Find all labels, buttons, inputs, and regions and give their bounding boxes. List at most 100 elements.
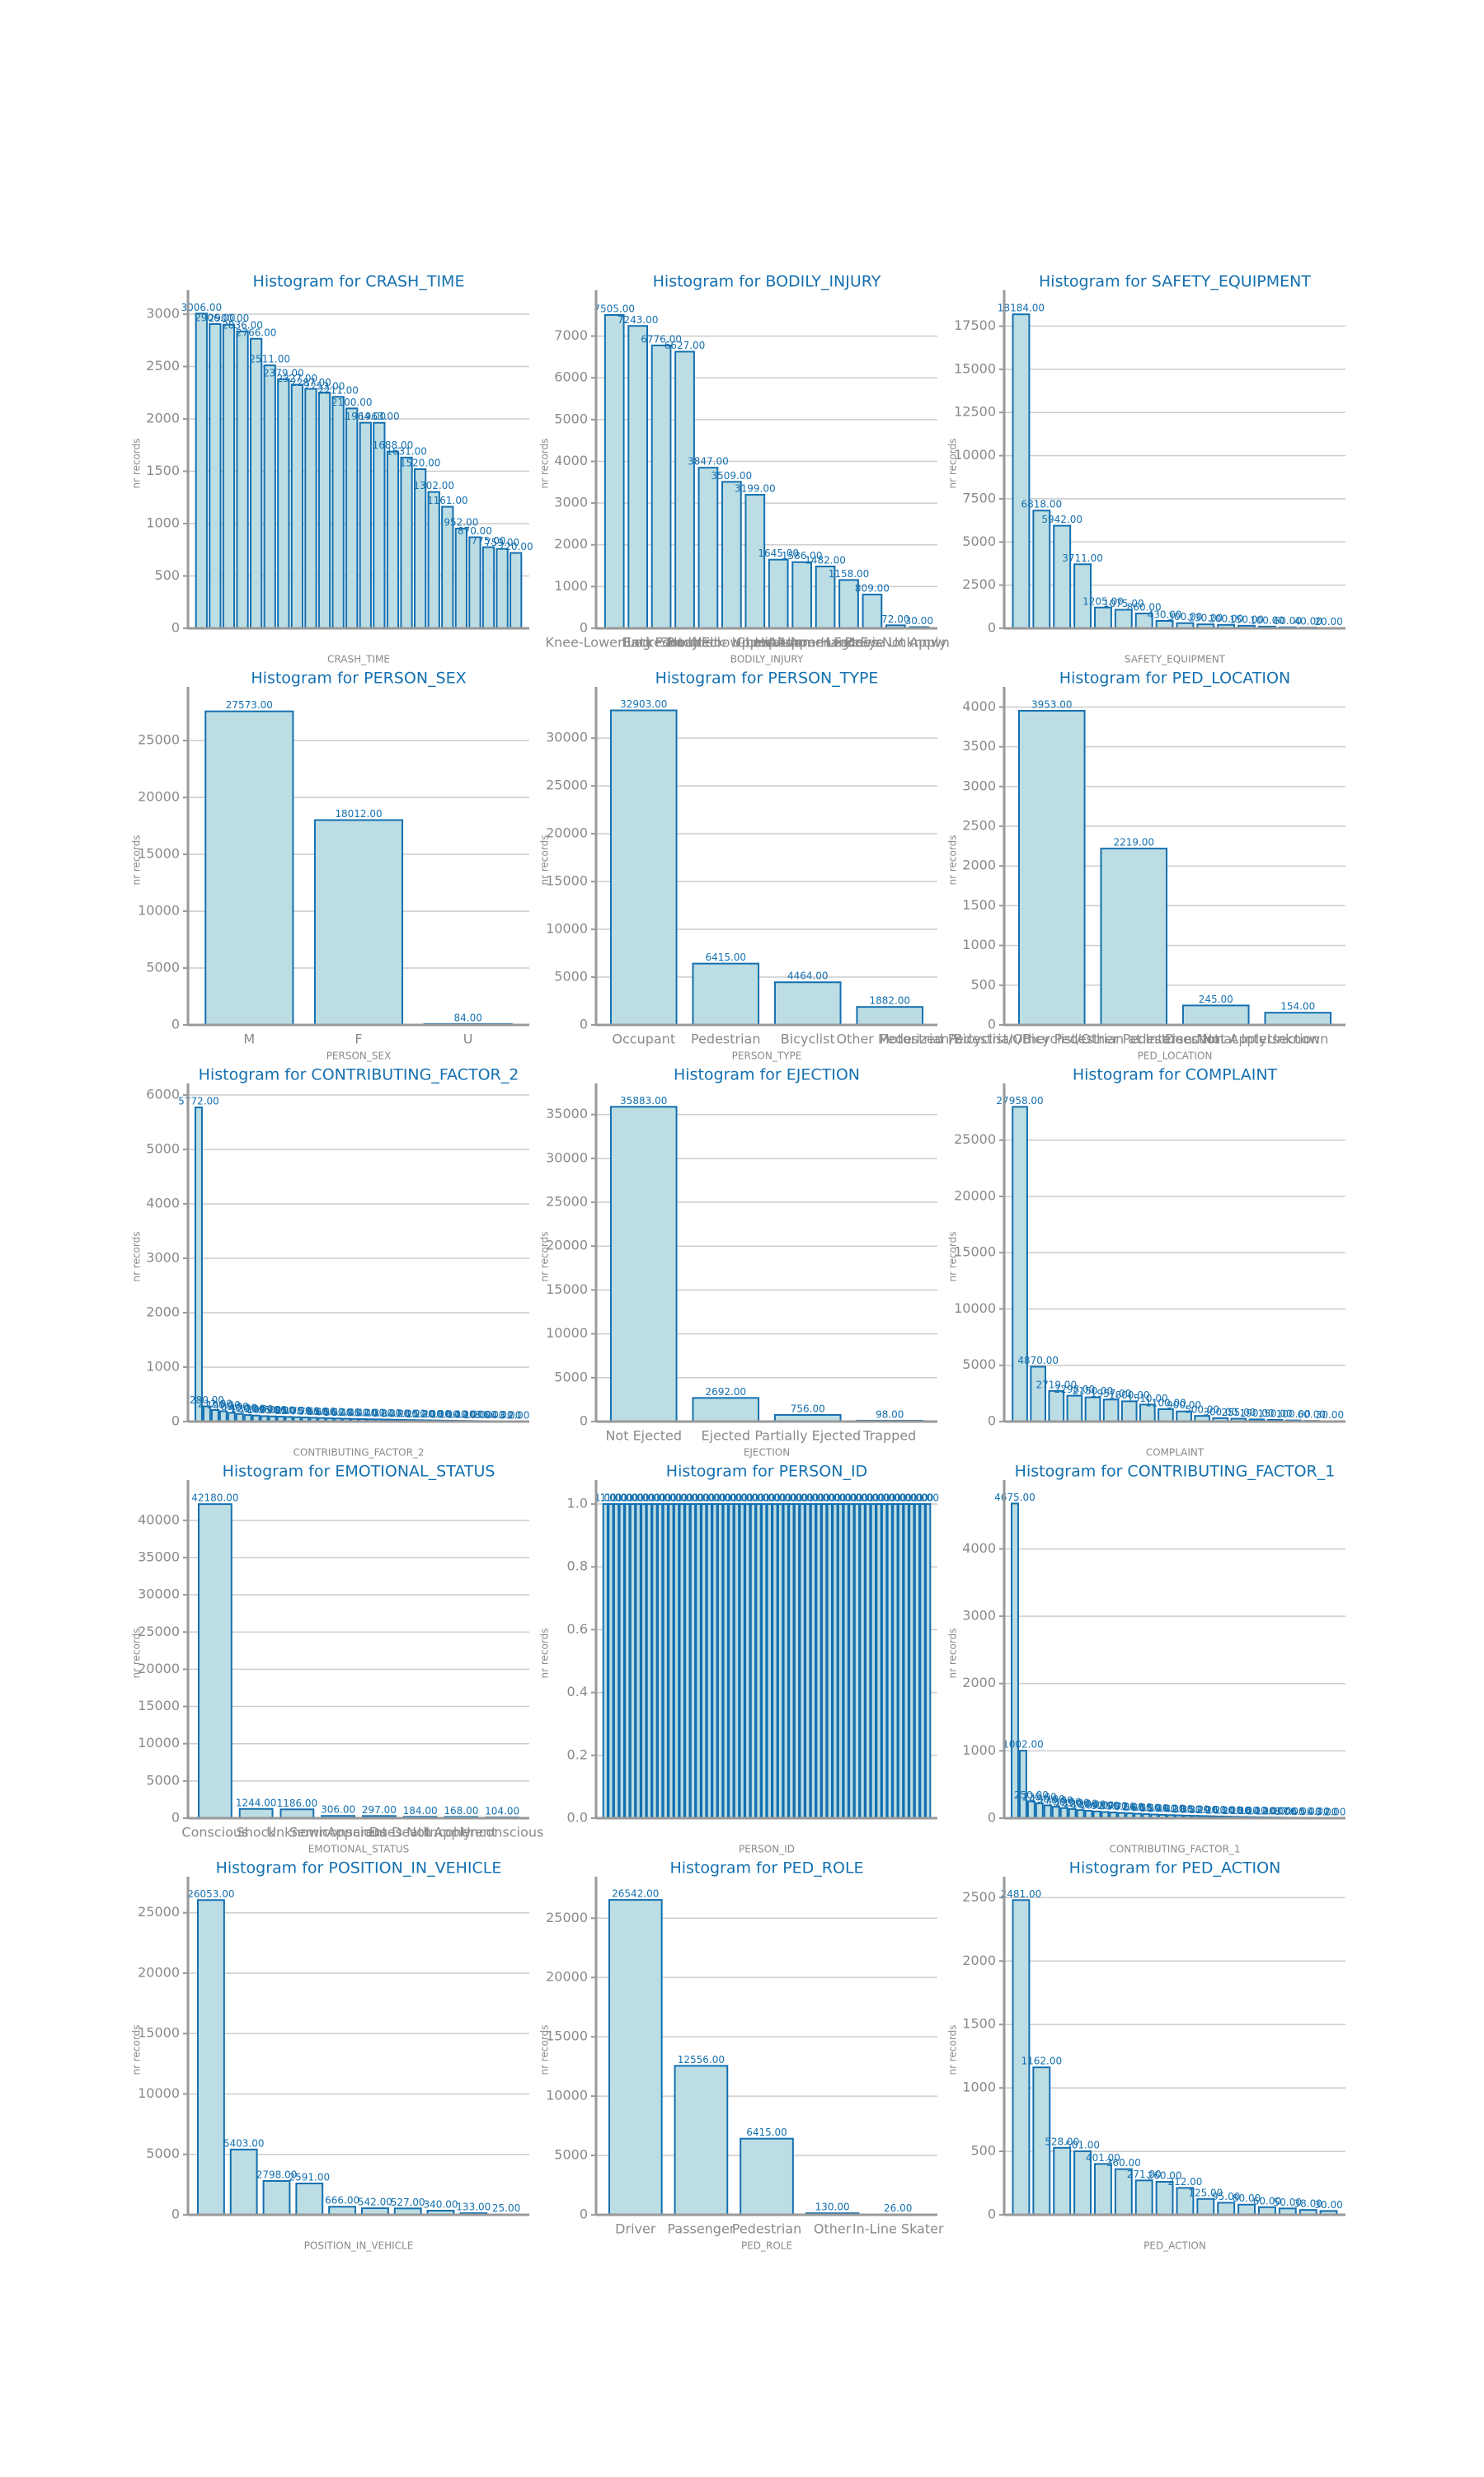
value-label: 720.00 <box>499 541 533 552</box>
y-tick-label: 25000 <box>138 1904 180 1920</box>
y-tick-label: 15000 <box>954 360 996 376</box>
value-label: 3953.00 <box>1031 698 1073 710</box>
value-label: 3847.00 <box>688 456 729 468</box>
y-tick-label: 0 <box>580 1017 588 1032</box>
bar <box>735 1504 739 1818</box>
bar <box>625 1504 629 1818</box>
bar <box>641 1504 646 1818</box>
value-label: 154.00 <box>1280 1001 1315 1013</box>
bar <box>305 389 316 628</box>
value-label: 130.00 <box>815 2202 850 2213</box>
bar <box>1086 1398 1101 1422</box>
bar <box>838 1504 843 1818</box>
chart-title: Histogram for PED_LOCATION <box>1059 670 1290 688</box>
value-label: 12556.00 <box>678 2054 725 2066</box>
value-label: 1631.00 <box>386 445 427 457</box>
chart-title: Histogram for CONTRIBUTING_FACTOR_1 <box>1015 1463 1336 1481</box>
bar <box>769 560 788 628</box>
x-tick-label: Occupant <box>612 1032 675 1047</box>
bar <box>1019 711 1085 1025</box>
value-label: 26542.00 <box>612 1888 659 1900</box>
bar <box>1033 510 1050 628</box>
x-tick-label: In-Line Skater <box>852 2221 944 2237</box>
bar <box>1054 526 1070 628</box>
chart-title: Histogram for PED_ACTION <box>1069 1859 1281 1878</box>
y-tick-label: 20000 <box>546 1969 588 1985</box>
x-tick-label: Unknown <box>1267 1032 1328 1047</box>
bar <box>346 408 357 628</box>
y-tick-label: 2000 <box>962 1953 996 1968</box>
y-tick-label: 10000 <box>546 1325 588 1341</box>
bar <box>360 423 371 628</box>
bar <box>205 712 293 1025</box>
chart-title: Histogram for CONTRIBUTING_FACTOR_2 <box>199 1066 519 1084</box>
bar <box>699 468 718 628</box>
bar <box>789 1504 793 1818</box>
y-tick-label: 0 <box>171 2207 180 2222</box>
y-tick-label: 0 <box>988 1810 996 1826</box>
value-label: 7505.00 <box>594 303 635 315</box>
y-tick-label: 5000 <box>554 1369 588 1384</box>
y-tick-label: 0 <box>580 1413 588 1429</box>
y-tick-label: 1500 <box>962 2016 996 2032</box>
y-tick-label: 2000 <box>146 411 180 426</box>
bar <box>792 562 811 628</box>
y-tick-label: 25000 <box>954 1131 996 1147</box>
y-tick-label: 0 <box>171 1810 180 1826</box>
bar <box>768 1504 772 1818</box>
bar <box>784 1504 788 1818</box>
bar <box>871 1504 876 1818</box>
bar <box>899 1504 903 1818</box>
y-tick-label: 5000 <box>146 960 180 975</box>
y-tick-label: 5000 <box>554 969 588 985</box>
bar <box>1068 1396 1082 1422</box>
bar <box>1020 1751 1026 1818</box>
bar <box>605 315 624 628</box>
value-label: 6627.00 <box>665 340 706 351</box>
y-tick-label: 2500 <box>962 1889 996 1905</box>
y-tick-label: 40000 <box>138 1511 180 1527</box>
value-label: 3199.00 <box>735 483 776 495</box>
y-tick-label: 1000 <box>146 1358 180 1374</box>
bar <box>729 1504 733 1818</box>
bar <box>1158 1409 1173 1422</box>
value-label: 756.00 <box>791 1403 825 1414</box>
bar <box>718 1504 722 1818</box>
x-axis-label: CRASH_TIME <box>327 654 390 665</box>
bar <box>631 1504 635 1818</box>
y-axis-label: nr records <box>131 2025 143 2075</box>
x-axis-label: PED_LOCATION <box>1138 1050 1213 1062</box>
chart-title: Histogram for EJECTION <box>674 1066 860 1084</box>
x-axis-label: SAFETY_EQUIPMENT <box>1125 654 1226 665</box>
bar <box>675 2066 728 2215</box>
value-label: 297.00 <box>362 1804 397 1816</box>
value-label: 666.00 <box>325 2195 359 2207</box>
y-tick-label: 3500 <box>962 738 996 754</box>
chart-title: Histogram for PERSON_ID <box>666 1463 867 1481</box>
y-tick-label: 20000 <box>546 1238 588 1253</box>
bar <box>693 1398 758 1422</box>
y-tick-label: 0.8 <box>567 1558 588 1574</box>
y-axis-label: nr records <box>947 2025 959 2075</box>
value-label: 1882.00 <box>869 995 910 1007</box>
bar <box>611 1107 677 1422</box>
y-axis-label: nr records <box>947 835 959 886</box>
y-tick-label: 10000 <box>546 2088 588 2103</box>
bar <box>240 1809 273 1818</box>
bar <box>707 1504 711 1818</box>
value-label: 98.00 <box>876 1408 904 1420</box>
bar <box>696 1504 700 1818</box>
bar <box>1069 1809 1076 1818</box>
x-tick-label: Partially Ejected <box>754 1428 861 1444</box>
value-label: 42180.00 <box>191 1492 238 1504</box>
value-label: 542.00 <box>358 2197 392 2208</box>
bar <box>1012 1503 1018 1818</box>
bar <box>828 1504 832 1818</box>
value-label: 2219.00 <box>1113 837 1154 848</box>
value-label: 4870.00 <box>1017 1355 1059 1366</box>
bar <box>664 1504 668 1818</box>
bar <box>756 1504 760 1818</box>
y-tick-label: 10000 <box>138 903 180 919</box>
chart-title: Histogram for BODILY_INJURY <box>653 273 881 291</box>
y-axis-label: nr records <box>131 439 143 489</box>
